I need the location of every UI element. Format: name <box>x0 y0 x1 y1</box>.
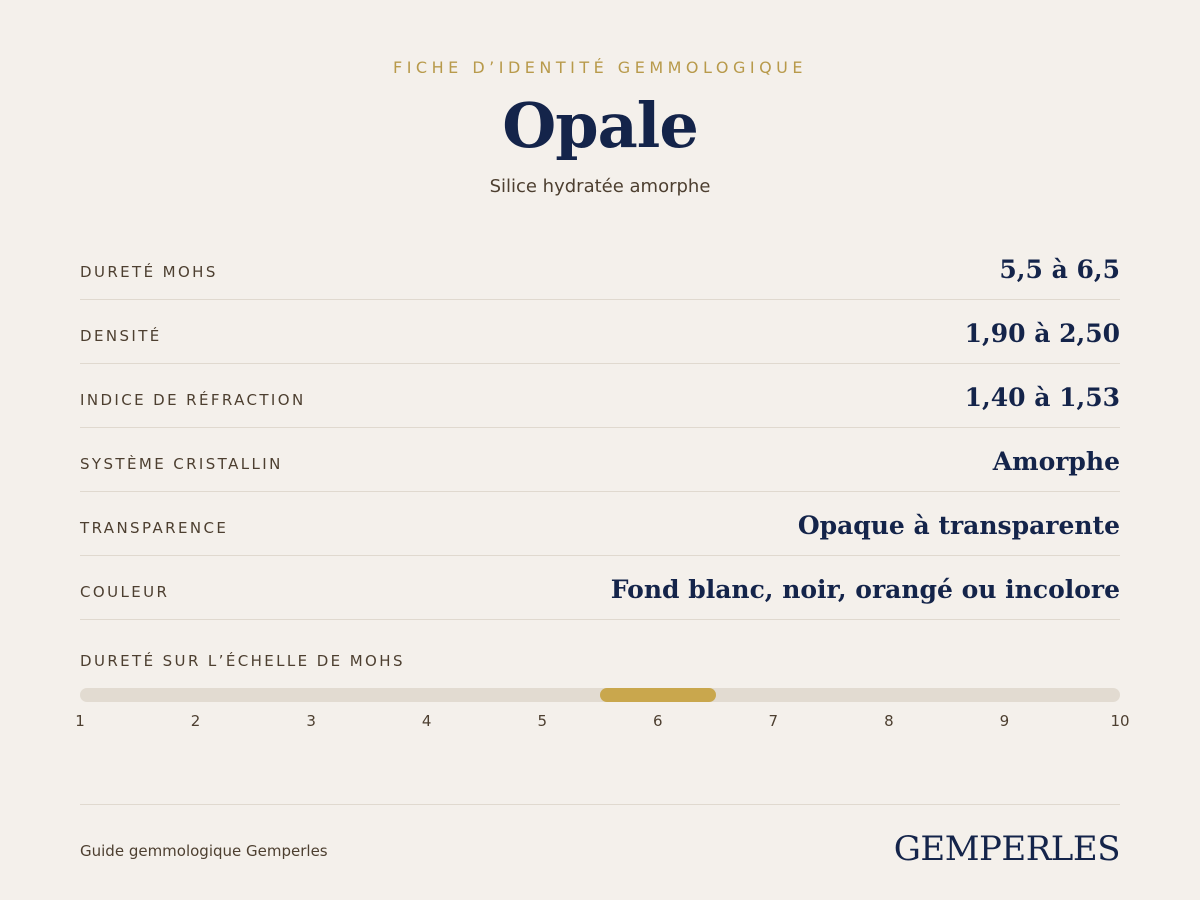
property-value: 1,40 à 1,53 <box>964 383 1120 412</box>
mohs-tick-label: 3 <box>306 712 316 730</box>
property-label: SYSTÈME CRISTALLIN <box>80 455 283 473</box>
property-label: DENSITÉ <box>80 327 162 345</box>
gem-title: Opale <box>502 89 699 162</box>
footer-caption: Guide gemmologique Gemperles <box>80 842 328 860</box>
gem-subtitle: Silice hydratée amorphe <box>489 176 711 197</box>
mohs-tick-label: 10 <box>1110 712 1130 730</box>
mohs-scale-track <box>80 688 1120 702</box>
mohs-scale-ticks: 1 2 3 4 5 6 7 8 9 10 <box>75 712 1129 732</box>
property-row-density: DENSITÉ 1,90 à 2,50 <box>80 300 1120 364</box>
property-label: COULEUR <box>80 583 170 601</box>
mohs-tick-label: 9 <box>999 712 1010 730</box>
property-row-hardness: DURETÉ MOHS 5,5 à 6,5 <box>80 236 1120 300</box>
mohs-tick-label: 2 <box>190 712 201 730</box>
mohs-tick-label: 1 <box>75 712 85 730</box>
footer-divider <box>80 804 1120 805</box>
mohs-tick-label: 4 <box>421 712 432 730</box>
property-row-crystal-system: SYSTÈME CRISTALLIN Amorphe <box>80 428 1120 492</box>
properties-list: DURETÉ MOHS 5,5 à 6,5 DENSITÉ 1,90 à 2,5… <box>80 236 1120 620</box>
property-value: Amorphe <box>992 447 1120 476</box>
property-value: 1,90 à 2,50 <box>964 319 1120 348</box>
mohs-range-bar <box>600 688 716 702</box>
mohs-scale-label: DURETÉ SUR L’ÉCHELLE DE MOHS <box>80 652 405 670</box>
property-row-color: COULEUR Fond blanc, noir, orangé ou inco… <box>80 556 1120 620</box>
property-value: Opaque à transparente <box>797 511 1120 540</box>
property-value: 5,5 à 6,5 <box>999 255 1120 284</box>
sheet-eyebrow: FICHE D’IDENTITÉ GEMMOLOGIQUE <box>393 58 807 77</box>
property-label: INDICE DE RÉFRACTION <box>80 391 306 409</box>
mohs-tick-label: 5 <box>537 712 547 730</box>
property-row-refractive-index: INDICE DE RÉFRACTION 1,40 à 1,53 <box>80 364 1120 428</box>
property-row-transparency: TRANSPARENCE Opaque à transparente <box>80 492 1120 556</box>
mohs-tick-label: 6 <box>652 712 663 730</box>
property-label: TRANSPARENCE <box>80 519 229 537</box>
brand-logo: GEMPERLES <box>893 829 1121 869</box>
mohs-tick-label: 7 <box>768 712 779 730</box>
property-value: Fond blanc, noir, orangé ou incolore <box>610 575 1120 604</box>
mohs-tick-label: 8 <box>884 712 894 730</box>
property-label: DURETÉ MOHS <box>80 263 218 281</box>
